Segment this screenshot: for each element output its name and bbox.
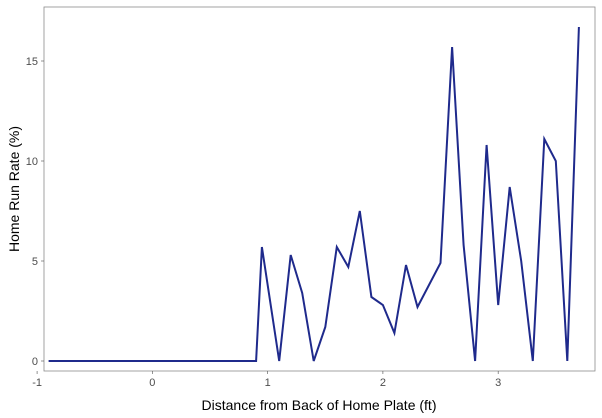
x-tick-label: 3	[495, 377, 501, 389]
y-axis-title: Home Run Rate (%)	[6, 126, 22, 252]
y-tick-label: 5	[32, 256, 38, 268]
plot-panel	[43, 6, 596, 372]
series-layer	[48, 26, 580, 362]
y-axis-ticks: 0 5 10 15	[26, 56, 44, 368]
x-axis-title: Distance from Back of Home Plate (ft)	[202, 397, 437, 413]
x-tick-label: 1	[265, 377, 271, 389]
x-axis-ticks: -1 0 1 2 3	[32, 371, 501, 389]
x-tick-label: 0	[149, 377, 155, 389]
y-tick-label: 15	[26, 56, 38, 68]
series-line	[48, 26, 580, 362]
x-tick-label: 2	[380, 377, 386, 389]
y-tick-label: 0	[32, 356, 38, 368]
y-tick-label: 10	[26, 156, 38, 168]
x-tick-label: -1	[32, 377, 42, 389]
